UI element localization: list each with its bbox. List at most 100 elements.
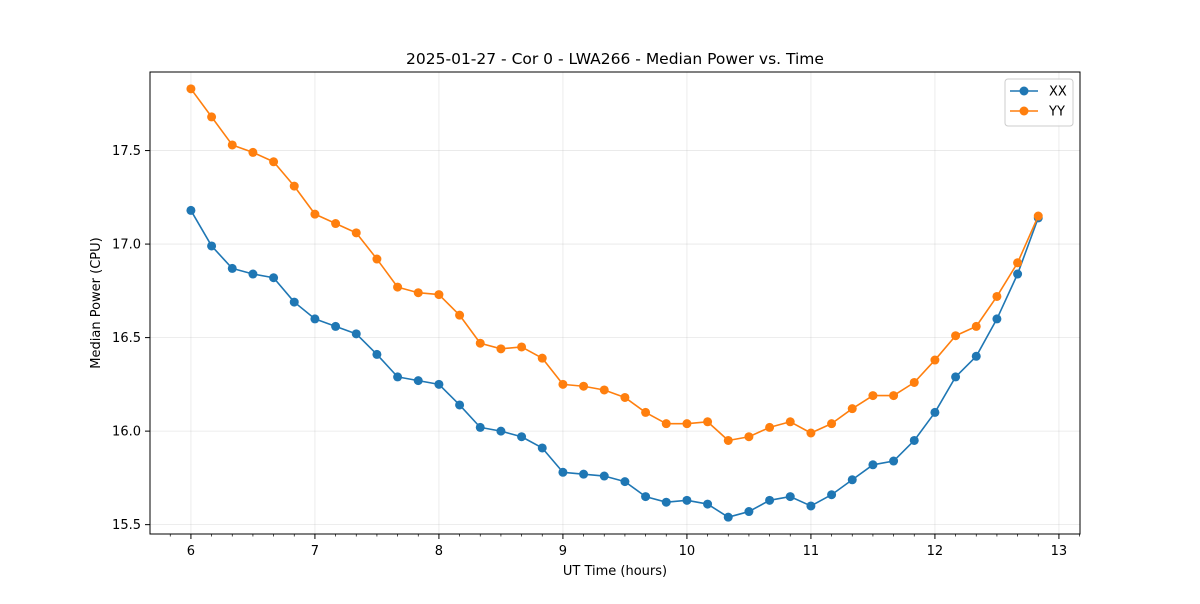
data-point-yy	[289, 181, 299, 191]
data-point-xx	[496, 426, 506, 436]
data-point-yy	[620, 392, 630, 402]
x-tick-label: 10	[679, 544, 696, 559]
y-tick-label: 17.0	[112, 238, 141, 253]
data-point-yy	[992, 291, 1002, 301]
data-point-yy	[186, 84, 196, 94]
data-point-xx	[827, 490, 837, 500]
data-point-xx	[186, 205, 196, 215]
data-point-yy	[682, 419, 692, 429]
data-point-xx	[992, 314, 1002, 324]
data-point-xx	[558, 467, 568, 477]
data-point-yy	[971, 321, 981, 331]
legend-label: XX	[1049, 85, 1067, 100]
data-point-xx	[579, 469, 589, 479]
data-point-xx	[909, 435, 919, 445]
data-point-xx	[661, 497, 671, 507]
data-point-yy	[269, 157, 279, 167]
grid	[150, 72, 1080, 534]
y-tick-label: 17.5	[112, 144, 141, 159]
axis-ticks: 6 7 8 9 10 11 12 13 15.5 16.0 16.5 17.0 17.5	[112, 144, 1080, 559]
data-point-yy	[227, 140, 237, 150]
x-tick-label: 6	[187, 544, 195, 559]
data-point-xx	[1013, 269, 1023, 279]
legend-item-xx: XX	[1010, 85, 1067, 100]
legend-item-yy: YY	[1010, 105, 1065, 120]
data-point-yy	[889, 391, 899, 401]
data-point-xx	[641, 492, 651, 502]
data-point-xx	[269, 273, 279, 283]
legend: XX YY	[1004, 78, 1074, 127]
x-axis-label: UT Time (hours)	[563, 564, 667, 579]
data-point-yy	[579, 381, 589, 391]
y-tick-label: 16.5	[112, 331, 141, 346]
data-point-xx	[289, 297, 299, 307]
data-point-xx	[744, 507, 754, 517]
x-tick-label: 12	[927, 544, 944, 559]
data-point-xx	[682, 495, 692, 505]
data-point-xx	[889, 456, 899, 466]
x-tick-label: 8	[435, 544, 443, 559]
data-point-xx	[951, 372, 961, 382]
x-tick-label: 11	[803, 544, 820, 559]
data-point-yy	[847, 404, 857, 414]
data-point-xx	[434, 379, 444, 389]
data-point-xx	[620, 477, 630, 487]
data-point-xx	[207, 241, 217, 251]
data-point-xx	[971, 351, 981, 361]
data-point-xx	[413, 376, 423, 386]
data-point-yy	[207, 112, 217, 122]
data-point-yy	[372, 254, 382, 264]
data-point-yy	[351, 228, 361, 238]
data-point-yy	[785, 417, 795, 427]
data-point-xx	[930, 407, 940, 417]
data-point-yy	[393, 282, 403, 292]
plot-frame	[149, 71, 1081, 535]
data-point-xx	[393, 372, 403, 382]
x-tick-label: 9	[559, 544, 567, 559]
data-point-xx	[310, 314, 320, 324]
legend-marker	[1019, 106, 1029, 116]
y-tick-label: 15.5	[112, 518, 141, 533]
data-point-xx	[351, 329, 361, 339]
data-point-yy	[765, 422, 775, 432]
data-point-xx	[723, 512, 733, 522]
data-point-xx	[765, 495, 775, 505]
data-point-yy	[455, 310, 465, 320]
data-point-yy	[434, 290, 444, 300]
data-point-yy	[868, 391, 878, 401]
legend-marker	[1019, 86, 1029, 96]
data-point-yy	[661, 419, 671, 429]
data-point-yy	[909, 377, 919, 387]
data-point-yy	[703, 417, 713, 427]
data-point-yy	[558, 379, 568, 389]
y-tick-label: 16.0	[112, 425, 141, 440]
data-point-xx	[517, 432, 527, 442]
data-point-yy	[723, 435, 733, 445]
data-point-yy	[951, 331, 961, 341]
data-point-yy	[496, 344, 506, 354]
data-point-yy	[331, 219, 341, 229]
series-xx	[186, 205, 1043, 522]
data-point-yy	[1033, 211, 1043, 221]
data-point-xx	[227, 263, 237, 273]
chart-title: 2025-01-27 - Cor 0 - LWA266 - Median Pow…	[406, 50, 824, 68]
data-point-yy	[537, 353, 547, 363]
data-point-xx	[703, 499, 713, 509]
data-point-xx	[785, 492, 795, 502]
data-point-yy	[744, 432, 754, 442]
legend-label: YY	[1048, 105, 1065, 120]
data-point-xx	[248, 269, 258, 279]
data-point-yy	[827, 419, 837, 429]
data-point-xx	[331, 321, 341, 331]
series-yy	[186, 84, 1043, 445]
data-point-xx	[372, 349, 382, 359]
data-point-yy	[413, 288, 423, 298]
x-tick-label: 7	[311, 544, 319, 559]
data-point-xx	[599, 471, 609, 481]
data-point-xx	[455, 400, 465, 410]
data-point-yy	[599, 385, 609, 395]
data-point-yy	[475, 338, 485, 348]
data-point-xx	[537, 443, 547, 453]
